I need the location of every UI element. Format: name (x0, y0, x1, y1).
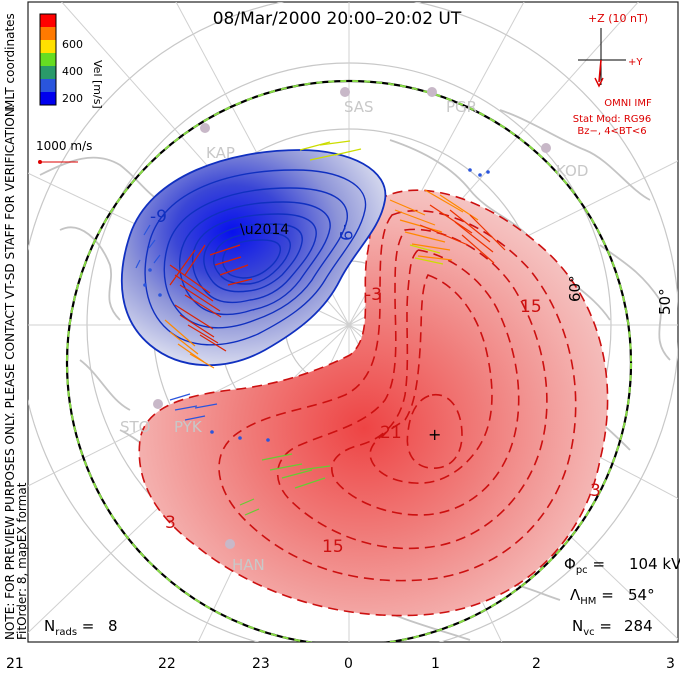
velocity-vectors (135, 140, 506, 516)
station-markers (153, 87, 551, 549)
svg-text:15: 15 (322, 537, 344, 557)
svg-text:0: 0 (344, 656, 353, 672)
n-rads-value: 8 (108, 617, 118, 635)
svg-text:3: 3 (590, 481, 601, 501)
imf-stat-mod: Stat Mod: RG96 (573, 114, 652, 125)
svg-text:1000 m/s: 1000 m/s (36, 139, 92, 153)
mlt-axis: 21 22 23 0 1 2 3 (6, 656, 675, 672)
svg-text:15: 15 (520, 297, 542, 317)
svg-text:21: 21 (6, 656, 24, 672)
potential-max-marker: + (428, 425, 441, 444)
velocity-scale-swatch (40, 79, 56, 92)
svg-text:-9: -9 (150, 207, 167, 227)
svg-text:2: 2 (532, 656, 541, 672)
velocity-scale-label: Vel [m/s] (91, 60, 104, 109)
imf-panel: +Z (10 nT) +Y OMNI IMF Stat Mod: RG96 Bz… (573, 12, 652, 137)
imf-y-label: +Y (628, 57, 643, 68)
map-title: 08/Mar/2000 20:00–20:02 UT (213, 9, 462, 29)
velocity-scale-border (39, 13, 57, 106)
mlt-coordinates-label: MLT coordinates (3, 13, 17, 110)
svg-text:600: 600 (62, 38, 83, 51)
station-sto: STO (120, 418, 151, 436)
station-kap: KAP (206, 144, 235, 162)
svg-text:21: 21 (380, 423, 402, 443)
svg-text:\u2014: \u2014 (240, 222, 289, 238)
velocity-scale: 600 400 200 Vel [m/s] (39, 13, 104, 109)
svg-text:200: 200 (62, 92, 83, 105)
station-pgr: PGR (446, 98, 477, 116)
negative-cell: \u2014 (120, 149, 387, 367)
svg-text:-9: -9 (335, 224, 355, 241)
positive-cell (138, 189, 609, 617)
svg-text:3: 3 (666, 656, 675, 672)
station-kod: KOD (556, 162, 588, 180)
hm-boundary-green (66, 80, 632, 642)
side-note-fitorder: FitOrder: 8, mapEX format (15, 482, 29, 640)
contour-labels: -9 -9 -3 15 21 15 3 3 (150, 207, 601, 557)
velocity-scale-swatch (40, 92, 56, 105)
imf-condition: Bz−, 4<BT<6 (577, 126, 646, 137)
svg-text:22: 22 (158, 656, 176, 672)
svg-text:23: 23 (252, 656, 270, 672)
imf-z-label: +Z (10 nT) (588, 12, 648, 25)
phi-pc-value: 104 kV (629, 555, 680, 573)
n-vc-value: 284 (624, 617, 653, 635)
side-note-verification: NOTE: FOR PREVIEW PURPOSES ONLY. PLEASE … (3, 104, 17, 640)
svg-text:3: 3 (165, 513, 176, 533)
lat-label-50: 50° (656, 288, 674, 315)
svg-text:1: 1 (431, 656, 440, 672)
svg-text:400: 400 (62, 65, 83, 78)
velocity-scale-swatch (40, 66, 56, 79)
imf-source: OMNI IMF (604, 98, 652, 109)
phi-pc-label: Φpc = (564, 555, 605, 576)
svg-text:-3: -3 (365, 285, 382, 305)
lambda-hm-value: 54° (628, 586, 655, 604)
velocity-scale-swatch (40, 40, 56, 53)
station-pyk: PYK (174, 418, 203, 436)
station-sas: SAS (344, 98, 374, 116)
velocity-scale-swatch (40, 14, 56, 27)
lat-label-60: 60° (566, 275, 584, 302)
velocity-scale-swatch (40, 27, 56, 40)
reference-vector: 1000 m/s (36, 139, 92, 164)
n-vc-label: Nvc = (572, 617, 612, 638)
station-han: HAN (232, 556, 265, 574)
velocity-scale-swatch (40, 53, 56, 66)
station-labels: SAS PGR KAP KOD STO PYK HAN (120, 98, 588, 574)
